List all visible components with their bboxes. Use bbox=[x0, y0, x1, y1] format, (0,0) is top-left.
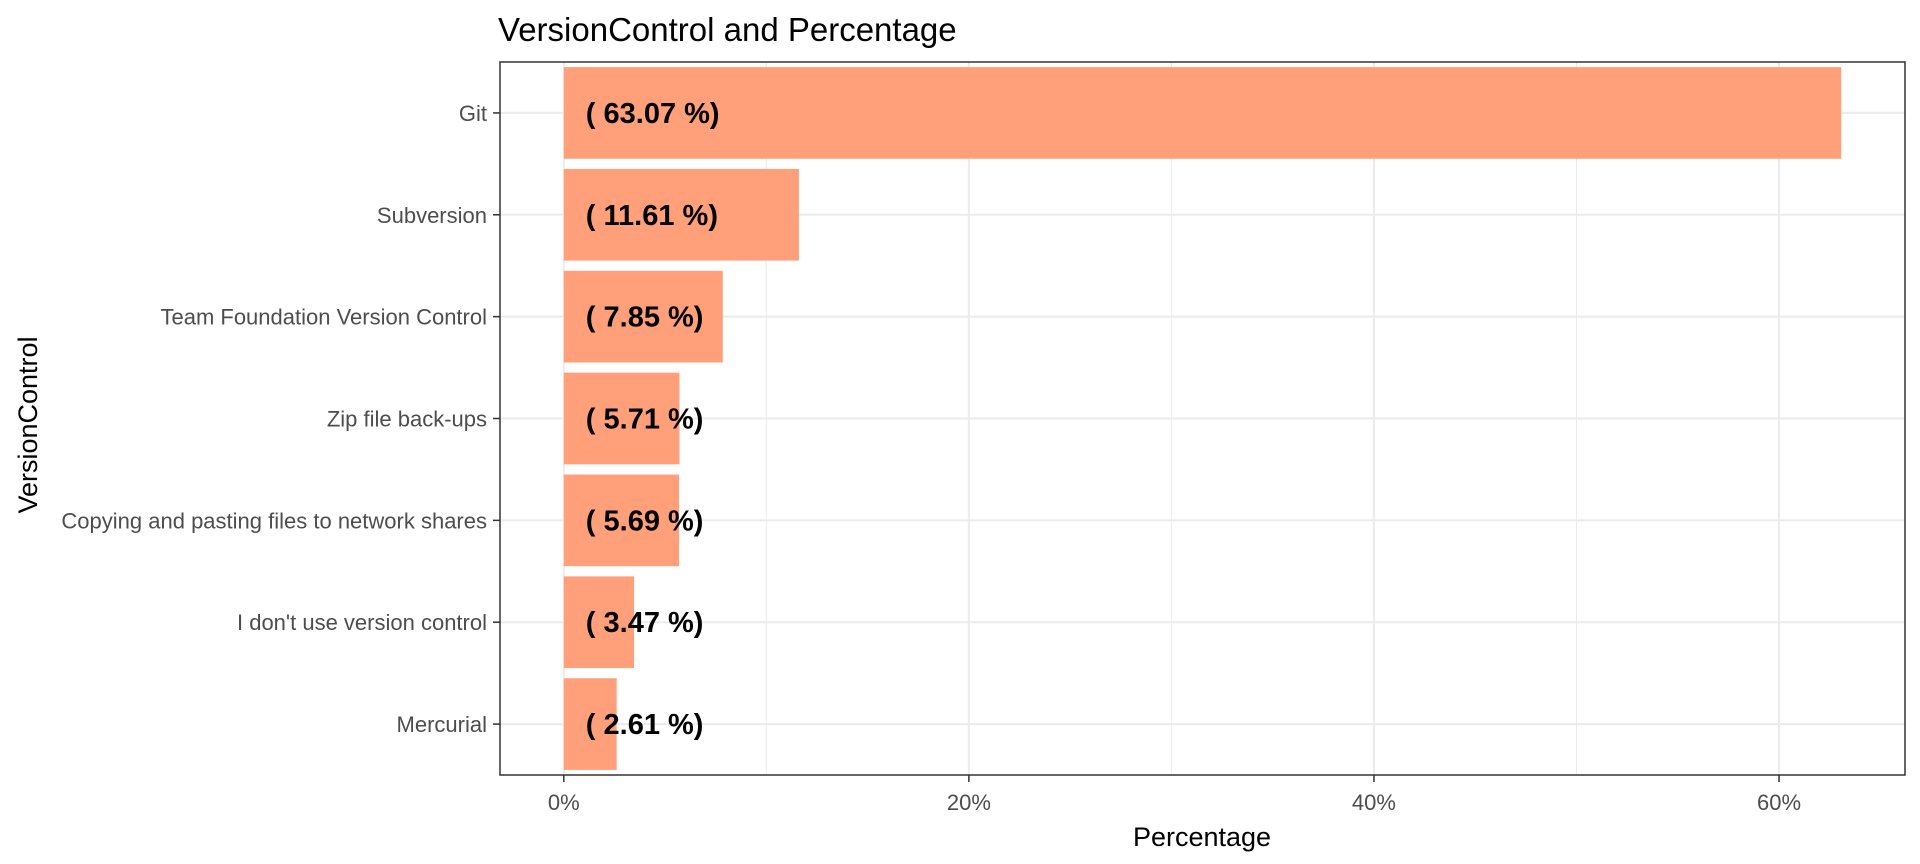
bar bbox=[563, 67, 1842, 159]
y-tick-label: Mercurial bbox=[397, 712, 487, 737]
data-label: ( 5.71 %) bbox=[586, 404, 704, 436]
bar bbox=[563, 678, 617, 770]
y-tick-label: Copying and pasting files to network sha… bbox=[61, 508, 487, 533]
x-axis-title: Percentage bbox=[1133, 822, 1271, 852]
y-tick-label: I don't use version control bbox=[237, 610, 487, 635]
data-label: ( 3.47 %) bbox=[586, 607, 704, 639]
x-tick-label: 20% bbox=[947, 790, 991, 815]
y-tick-label: Git bbox=[459, 101, 487, 126]
y-tick-label: Zip file back-ups bbox=[327, 407, 487, 432]
bar bbox=[563, 270, 723, 363]
data-label: ( 63.07 %) bbox=[586, 98, 720, 130]
x-tick-label: 40% bbox=[1352, 790, 1396, 815]
plot-panel: ( 63.07 %) ( 11.61 %) ( 7.85 %) ( 5.71 %) ( … bbox=[61, 61, 1906, 815]
y-axis-title: VersionControl bbox=[13, 336, 43, 513]
data-label: ( 7.85 %) bbox=[586, 302, 704, 334]
data-label: ( 2.61 %) bbox=[586, 709, 704, 741]
bar bbox=[563, 576, 635, 669]
data-label: ( 11.61 %) bbox=[586, 200, 718, 232]
x-tick-label: 60% bbox=[1757, 790, 1801, 815]
bar bbox=[563, 474, 680, 567]
y-tick-label: Team Foundation Version Control bbox=[160, 305, 487, 330]
bar bbox=[563, 372, 680, 465]
x-tick-label: 0% bbox=[548, 790, 580, 815]
bar bbox=[563, 168, 799, 261]
chart-title: VersionControl and Percentage bbox=[498, 11, 957, 48]
y-tick-label: Subversion bbox=[377, 203, 487, 228]
data-label: ( 5.69 %) bbox=[586, 505, 704, 537]
